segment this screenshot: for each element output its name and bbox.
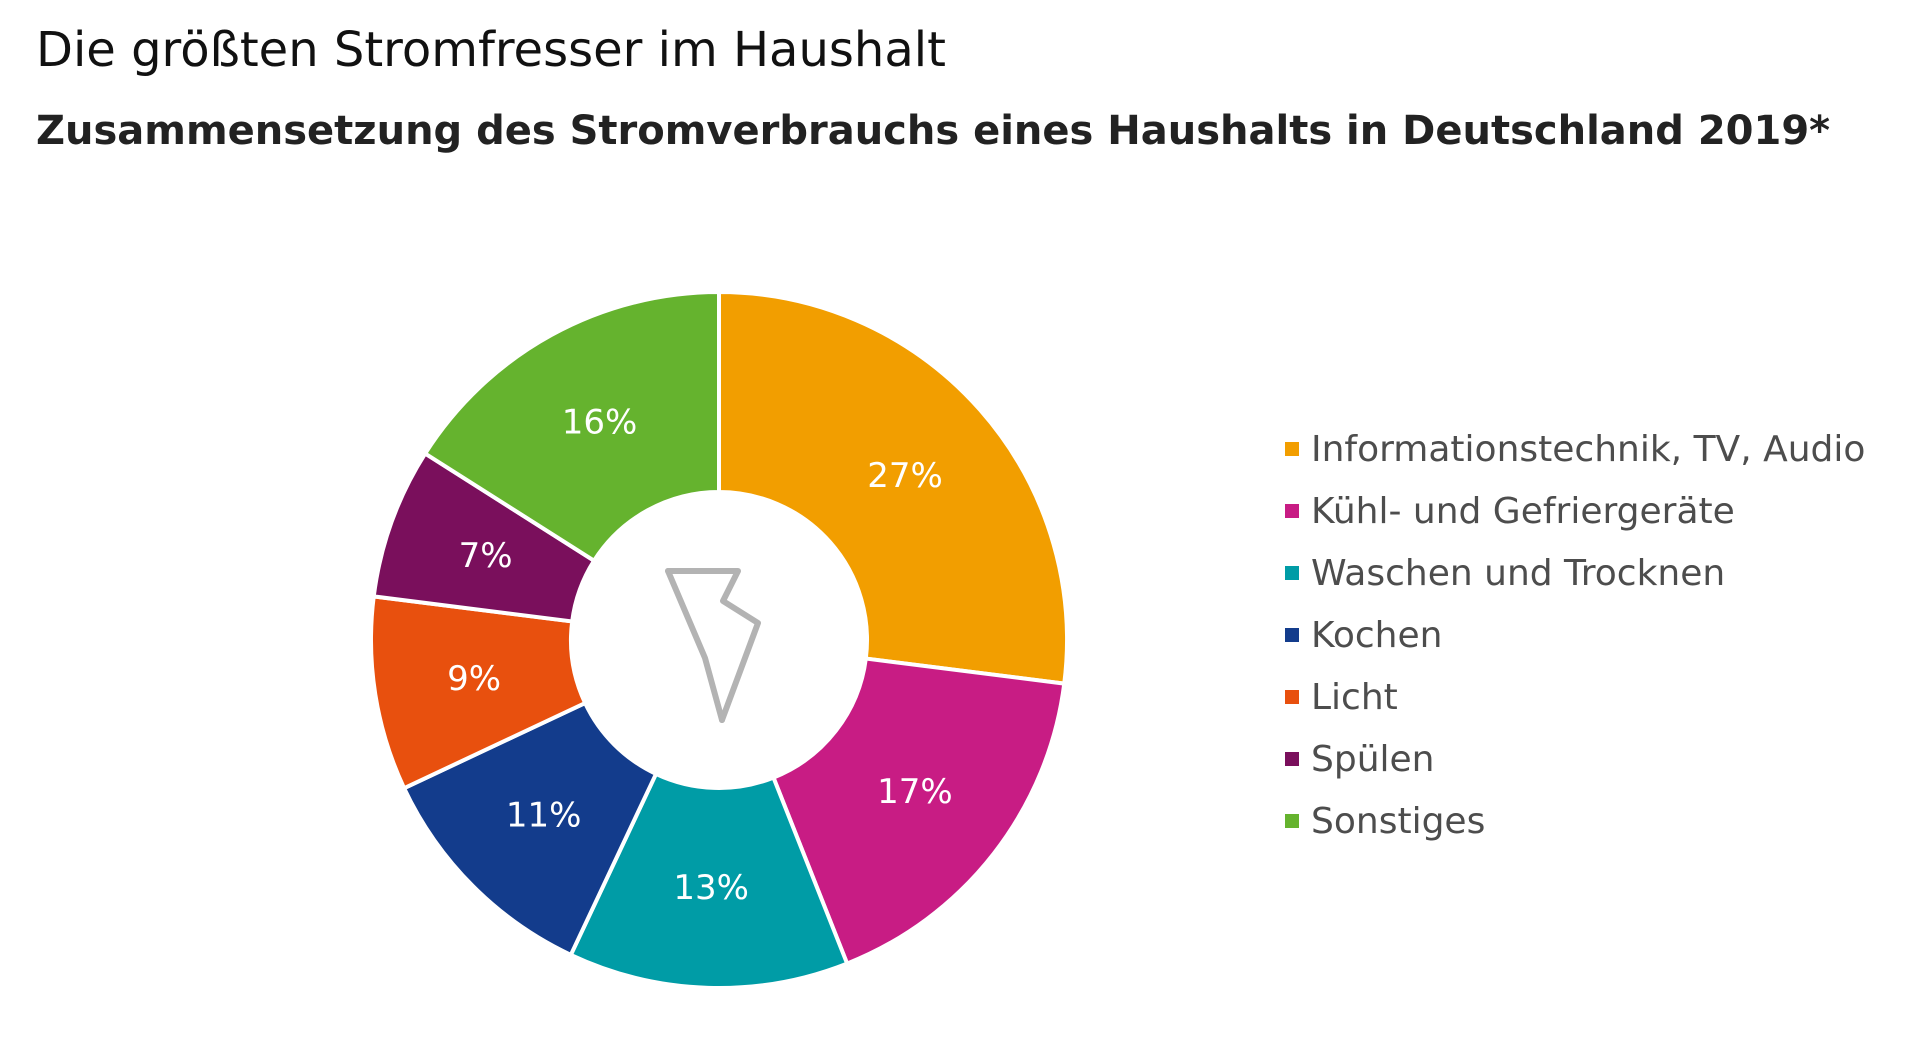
lightning-bolt-icon [665,568,761,723]
slice-kuehl-und-gefriergeraete [770,656,1067,967]
legend-swatch [1285,566,1299,580]
legend-label: Spülen [1311,738,1435,780]
data-label-sonstiges: 16% [562,403,638,443]
data-label-spuelen: 7% [459,536,513,576]
legend-swatch [1285,442,1299,456]
legend-swatch [1285,628,1299,642]
legend-item-kochen: Kochen [1285,604,1865,666]
slice-informationstechnik-tv-audio [717,289,1069,686]
data-label-informationstechnik-tv-audio: 27% [867,456,943,496]
legend-label: Kühl- und Gefriergeräte [1311,490,1735,532]
legend-item-spuelen: Spülen [1285,728,1865,790]
slice-sonstiges [422,289,721,564]
chart-legend: Informationstechnik, TV, Audio Kühl- und … [1285,418,1865,852]
data-label-kuehl-und-gefriergeraete: 17% [877,772,953,812]
legend-label: Waschen und Trocknen [1311,552,1726,594]
legend-item-sonstiges: Sonstiges [1285,790,1865,852]
legend-label: Sonstiges [1311,800,1486,842]
legend-label: Informationstechnik, TV, Audio [1311,428,1866,470]
data-label-kochen: 11% [506,795,582,835]
legend-item-kuehl-und-gefriergeraete: Kühl- und Gefriergeräte [1285,480,1865,542]
slice-kochen [401,700,659,958]
legend-item-licht: Licht [1285,666,1865,728]
legend-swatch [1285,504,1299,518]
slice-waschen-und-trocknen [568,771,850,990]
legend-item-informationstechnik-tv-audio: Informationstechnik, TV, Audio [1285,418,1865,480]
legend-label: Kochen [1311,614,1443,656]
legend-item-waschen-und-trocknen: Waschen und Trocknen [1285,542,1865,604]
legend-swatch [1285,814,1299,828]
data-label-waschen-und-trocknen: 13% [673,868,749,908]
legend-label: Licht [1311,676,1398,718]
labels-layer: 27% 17% 13% 11% 9% 7% 16% [447,403,953,908]
chart-subtitle: Zusammensetzung des Stromverbrauchs eine… [36,108,1831,154]
data-label-licht: 9% [447,659,501,699]
slices-layer [369,289,1069,990]
legend-swatch [1285,690,1299,704]
chart-title: Die größten Stromfresser im Haushalt [36,22,946,78]
legend-swatch [1285,752,1299,766]
